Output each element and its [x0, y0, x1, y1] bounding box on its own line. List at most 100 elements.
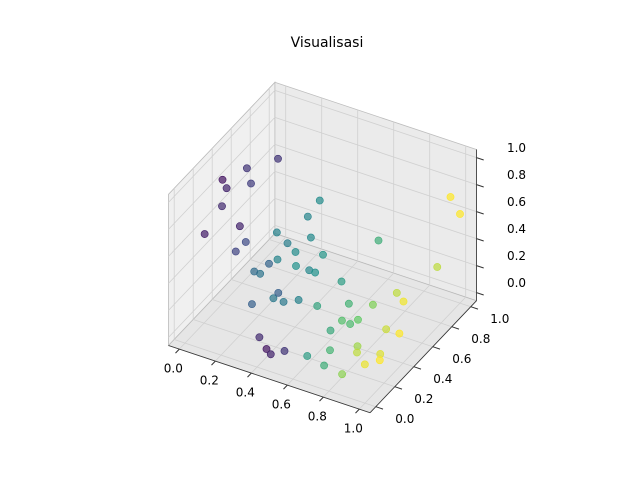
x-tick-label: 0.2 [200, 374, 219, 388]
grid-line [274, 171, 477, 239]
tick-mark [432, 346, 441, 350]
point [315, 196, 324, 205]
point [374, 236, 383, 245]
x-tick-label: 0.6 [272, 398, 291, 412]
x-tick-label: 1.0 [344, 422, 363, 436]
point [294, 296, 303, 304]
point [272, 228, 281, 237]
tick-mark [476, 292, 484, 296]
y-tick-label: 0.2 [414, 392, 433, 406]
y-tick-label: 0.4 [433, 372, 452, 386]
x-tick-label: 0.0 [164, 362, 183, 376]
tick-mark [476, 157, 484, 161]
point [280, 347, 289, 355]
grid-line [168, 198, 276, 311]
tick-mark [175, 348, 180, 354]
grid-line [274, 90, 477, 158]
point [303, 212, 312, 221]
point [200, 230, 209, 238]
tick-mark [476, 265, 484, 269]
tick-mark [394, 386, 403, 390]
point [313, 302, 322, 310]
tick-mark [476, 211, 484, 215]
point [306, 233, 315, 242]
grid-line [168, 90, 276, 203]
grid-line [274, 198, 477, 266]
point [279, 297, 288, 306]
point [320, 361, 328, 370]
grid-line [323, 284, 430, 398]
grid-line [274, 144, 477, 212]
grid-line [168, 171, 276, 284]
z-tick-label: 0.2 [507, 249, 526, 263]
point [311, 268, 320, 277]
point [269, 294, 278, 303]
tick-mark [476, 238, 484, 242]
point [235, 222, 244, 231]
chart-title: Visualisasi [291, 35, 364, 51]
point [274, 154, 282, 163]
y-axis-line [369, 300, 477, 413]
point [266, 350, 275, 359]
grid-line [168, 117, 276, 230]
point [354, 315, 362, 324]
point [326, 346, 334, 355]
grid-line [269, 239, 471, 308]
tick-mark [319, 396, 324, 402]
point [255, 333, 264, 342]
point [338, 316, 346, 325]
grid-line [274, 117, 477, 185]
point [292, 262, 300, 270]
point [303, 352, 312, 360]
point [247, 179, 255, 188]
grid-line [193, 319, 395, 388]
point [291, 248, 300, 256]
point [273, 255, 282, 264]
tick-mark [451, 326, 460, 330]
point [375, 356, 384, 365]
y-tick-label: 0.8 [471, 332, 490, 346]
z-tick-label: 0.0 [507, 276, 526, 290]
grid-line [287, 272, 394, 386]
y-tick-label: 0.0 [395, 412, 414, 426]
tick-mark [413, 366, 422, 370]
tick-mark [211, 360, 216, 366]
z-tick-label: 1.0 [507, 141, 526, 155]
tick-mark [247, 372, 252, 378]
tick-mark [476, 184, 484, 188]
y-tick-label: 0.6 [452, 352, 471, 366]
grid-line [168, 144, 276, 257]
tick-mark [355, 408, 360, 414]
point [274, 288, 283, 297]
x-tick-label: 0.4 [236, 386, 255, 400]
grid-line [179, 236, 286, 350]
z-tick-label: 0.6 [507, 195, 526, 209]
point [392, 288, 401, 297]
point [265, 259, 273, 268]
point [242, 164, 251, 173]
point [399, 297, 408, 306]
tick-mark [375, 406, 384, 410]
point [456, 210, 464, 218]
point [382, 325, 391, 334]
point [326, 326, 335, 335]
point [319, 250, 327, 259]
grid-line [215, 248, 322, 362]
point [446, 193, 455, 201]
point [433, 263, 442, 271]
point [241, 238, 250, 246]
point [353, 348, 361, 357]
y-tick-label: 1.0 [490, 312, 509, 326]
point [368, 300, 377, 309]
point [344, 299, 353, 308]
point [338, 370, 346, 379]
tick-mark [283, 384, 288, 390]
grid-line [250, 259, 452, 328]
point [395, 329, 404, 338]
point [218, 175, 227, 184]
x-axis-line [168, 345, 371, 414]
grid-line [174, 339, 376, 408]
grid-line [168, 225, 276, 338]
point [337, 277, 346, 286]
